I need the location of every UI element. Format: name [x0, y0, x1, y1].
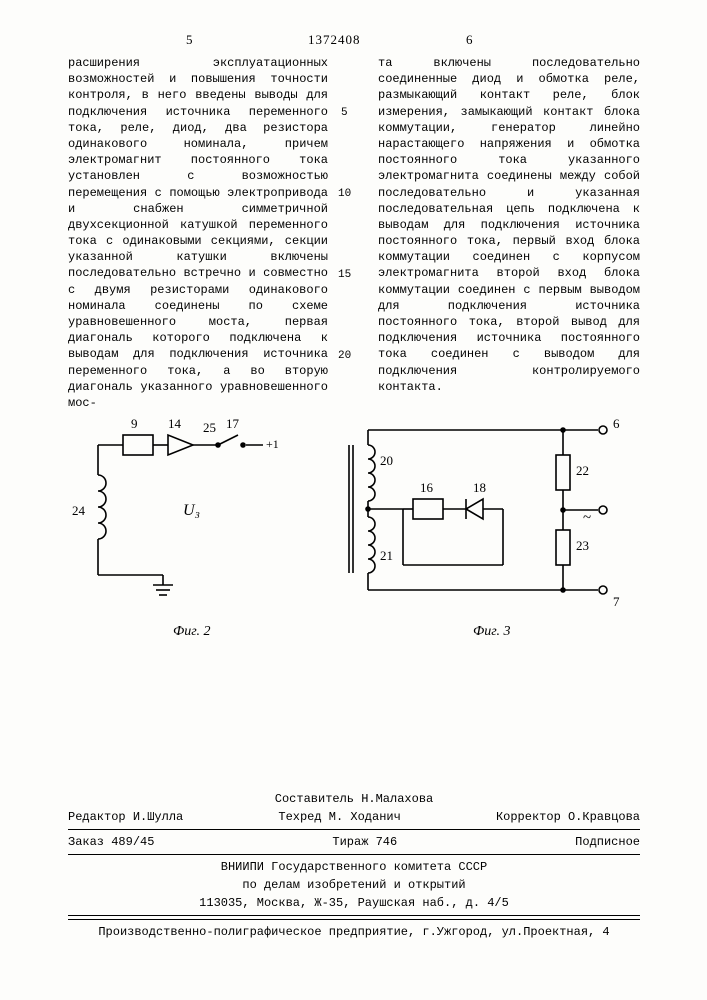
- label-21: 21: [380, 548, 393, 563]
- margin-line-10: 10: [338, 188, 351, 200]
- margin-line-15: 15: [338, 269, 351, 281]
- figure-2: 9 14 25 17 +1 24: [72, 416, 279, 595]
- figures-region: 9 14 25 17 +1 24: [68, 410, 638, 710]
- column-left: расширения эксплуатационных возможностей…: [68, 55, 328, 411]
- patent-page: 5 1372408 6 расширения эксплуатационных …: [0, 0, 707, 1000]
- circuit-diagrams: 9 14 25 17 +1 24: [68, 410, 638, 710]
- label-7: 7: [613, 594, 620, 609]
- footer-block: Составитель Н.Малахова Редактор И.Шулла …: [68, 790, 640, 941]
- page-number-right: 6: [466, 32, 473, 48]
- document-number: 1372408: [308, 32, 361, 48]
- label-plus1: +1: [266, 437, 279, 451]
- org-line-2: по делам изобретений и открытий: [68, 876, 640, 894]
- label-24: 24: [72, 503, 86, 518]
- label-9: 9: [131, 416, 138, 431]
- page-number-left: 5: [186, 32, 193, 48]
- addr-line-2: Производственно-полиграфическое предприя…: [68, 923, 640, 941]
- label-u3: U₃: [183, 502, 200, 519]
- order-row: Заказ 489/45 Тираж 746 Подписное: [68, 833, 640, 851]
- fig2-label: Фиг. 2: [173, 624, 211, 639]
- label-23: 23: [576, 538, 589, 553]
- label-22: 22: [576, 463, 589, 478]
- column-right: та включены последовательно соединенные …: [378, 55, 640, 395]
- label-16: 16: [420, 480, 434, 495]
- fig3-label: Фиг. 3: [473, 624, 511, 639]
- label-17: 17: [226, 416, 240, 431]
- label-25: 25: [203, 420, 216, 435]
- compiler-line: Составитель Н.Малахова: [68, 790, 640, 808]
- label-18: 18: [473, 480, 486, 495]
- figure-3: 20 21 6 7 22 ~: [349, 416, 620, 609]
- label-20: 20: [380, 453, 393, 468]
- org-line-1: ВНИИПИ Государственного комитета СССР: [68, 858, 640, 876]
- label-14: 14: [168, 416, 182, 431]
- margin-line-20: 20: [338, 350, 351, 362]
- label-6: 6: [613, 416, 620, 431]
- label-ac: ~: [583, 510, 591, 526]
- addr-line-1: 113035, Москва, Ж-35, Раушская наб., д. …: [68, 894, 640, 912]
- margin-line-5: 5: [341, 107, 348, 119]
- credits-row: Редактор И.Шулла Техред М. Ходанич Корре…: [68, 808, 640, 826]
